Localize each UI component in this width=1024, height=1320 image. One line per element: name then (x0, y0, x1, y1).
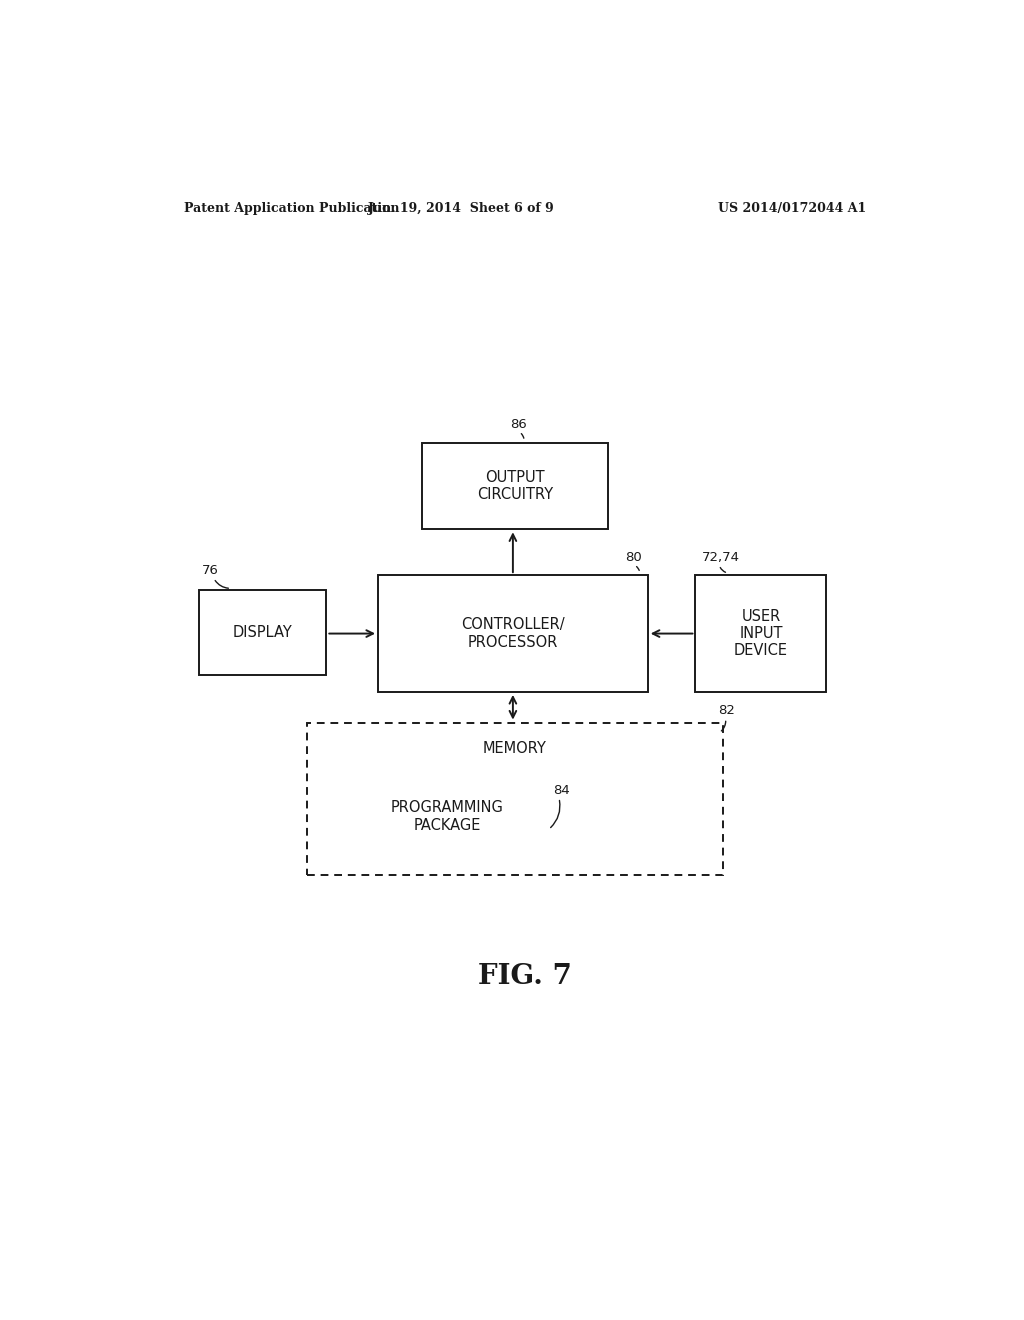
Bar (342, 774, 553, 859)
Text: 72,74: 72,74 (701, 550, 739, 564)
Text: CONTROLLER/
PROCESSOR: CONTROLLER/ PROCESSOR (461, 618, 564, 649)
Text: 82: 82 (719, 705, 735, 718)
Text: MEMORY: MEMORY (483, 741, 547, 756)
Text: OUTPUT
CIRCUITRY: OUTPUT CIRCUITRY (477, 470, 553, 503)
Bar (695, 576, 826, 692)
Bar (200, 590, 327, 675)
Text: PROGRAMMING
PACKAGE: PROGRAMMING PACKAGE (391, 800, 504, 833)
Bar (378, 576, 648, 692)
Text: 80: 80 (626, 550, 642, 564)
Text: 76: 76 (202, 564, 219, 577)
Bar (422, 444, 608, 529)
Text: Patent Application Publication: Patent Application Publication (183, 202, 399, 215)
Text: FIG. 7: FIG. 7 (478, 964, 571, 990)
Text: USER
INPUT
DEVICE: USER INPUT DEVICE (734, 609, 787, 659)
Text: US 2014/0172044 A1: US 2014/0172044 A1 (718, 202, 866, 215)
Text: 86: 86 (510, 418, 526, 430)
Text: 84: 84 (553, 784, 570, 797)
Text: DISPLAY: DISPLAY (233, 626, 293, 640)
Bar (306, 722, 723, 875)
Text: Jun. 19, 2014  Sheet 6 of 9: Jun. 19, 2014 Sheet 6 of 9 (368, 202, 555, 215)
